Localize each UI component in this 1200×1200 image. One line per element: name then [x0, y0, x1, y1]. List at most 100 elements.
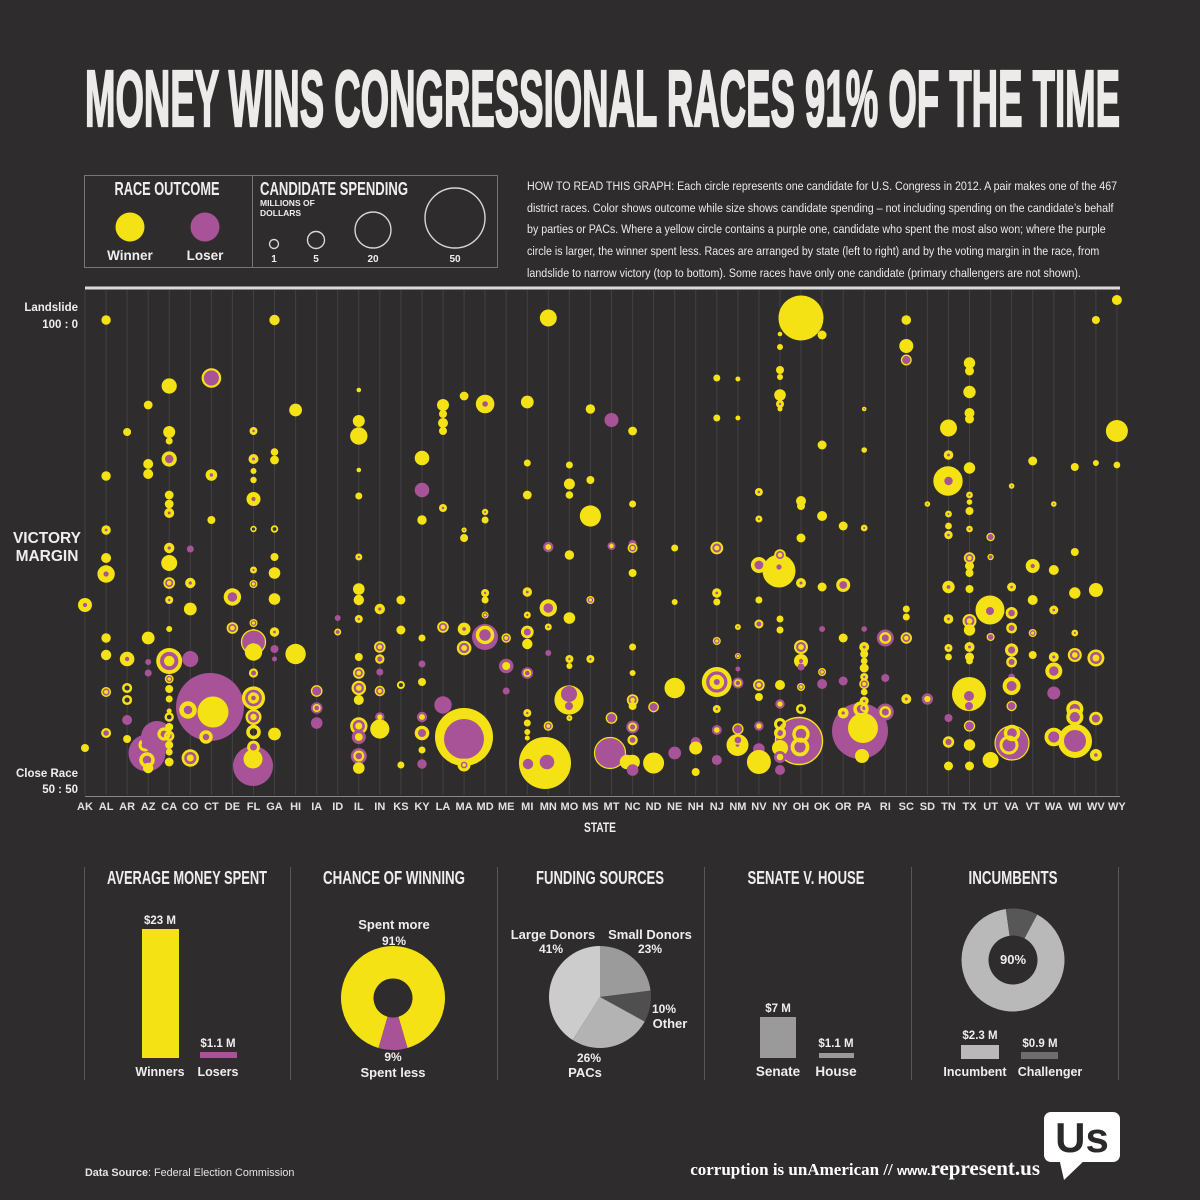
- svg-text:$1.1 M: $1.1 M: [818, 1038, 853, 1050]
- svg-text:NJ: NJ: [710, 801, 724, 813]
- svg-text:SD: SD: [920, 801, 935, 813]
- svg-text:ID: ID: [332, 801, 343, 813]
- svg-text:CHANCE OF WINNING: CHANCE OF WINNING: [323, 868, 465, 888]
- svg-text:Small Donors: Small Donors: [608, 927, 692, 942]
- svg-text:INCUMBENTS: INCUMBENTS: [969, 868, 1058, 888]
- svg-text:26%: 26%: [577, 1051, 601, 1065]
- svg-text:Incumbent: Incumbent: [943, 1065, 1007, 1079]
- svg-text:AR: AR: [119, 801, 135, 813]
- svg-text:WV: WV: [1087, 801, 1105, 813]
- svg-text:Close Race: Close Race: [16, 768, 78, 780]
- svg-text:23%: 23%: [638, 942, 662, 956]
- svg-text:MT: MT: [604, 801, 620, 813]
- svg-text:SENATE V. HOUSE: SENATE V. HOUSE: [748, 868, 865, 888]
- svg-text:SC: SC: [899, 801, 914, 813]
- svg-text:MONEY WINS CONGRESSIONAL RACES: MONEY WINS CONGRESSIONAL RACES 91% OF TH…: [85, 54, 1120, 143]
- svg-text:OK: OK: [814, 801, 831, 813]
- svg-text:RACE OUTCOME: RACE OUTCOME: [115, 179, 220, 199]
- svg-text:$7 M: $7 M: [765, 1003, 791, 1015]
- svg-text:NV: NV: [751, 801, 767, 813]
- svg-text:RI: RI: [880, 801, 891, 813]
- svg-text:90%: 90%: [1000, 952, 1026, 967]
- svg-text:Senate: Senate: [756, 1064, 801, 1079]
- svg-text:KS: KS: [393, 801, 408, 813]
- svg-text:MO: MO: [561, 801, 579, 813]
- svg-text:WI: WI: [1068, 801, 1081, 813]
- svg-text:MA: MA: [456, 801, 473, 813]
- svg-text:CANDIDATE SPENDING: CANDIDATE SPENDING: [260, 179, 408, 199]
- svg-text:MD: MD: [477, 801, 494, 813]
- svg-text:Losers: Losers: [198, 1065, 239, 1079]
- svg-text:$23 M: $23 M: [144, 915, 176, 927]
- svg-text:Spent more: Spent more: [358, 917, 430, 932]
- svg-text:NH: NH: [688, 801, 704, 813]
- svg-text:91%: 91%: [382, 934, 406, 948]
- svg-text:CO: CO: [182, 801, 199, 813]
- svg-text:50 : 50: 50 : 50: [42, 784, 78, 796]
- svg-text:50: 50: [449, 254, 461, 265]
- svg-text:MI: MI: [521, 801, 533, 813]
- svg-text:STATE: STATE: [584, 819, 616, 835]
- svg-text:NM: NM: [729, 801, 746, 813]
- svg-text:5: 5: [313, 254, 319, 265]
- svg-text:20: 20: [367, 254, 379, 265]
- svg-text:GA: GA: [266, 801, 283, 813]
- svg-text:DOLLARS: DOLLARS: [260, 208, 301, 218]
- svg-text:CA: CA: [161, 801, 177, 813]
- svg-text:Data Source: Federal Election: Data Source: Federal Election Commission: [85, 1167, 294, 1179]
- svg-text:Large Donors: Large Donors: [511, 927, 596, 942]
- svg-text:KY: KY: [414, 801, 430, 813]
- svg-text:Loser: Loser: [187, 248, 225, 263]
- svg-text:FL: FL: [247, 801, 261, 813]
- svg-text:Winner: Winner: [107, 248, 153, 263]
- svg-text:PA: PA: [857, 801, 872, 813]
- svg-text:VT: VT: [1026, 801, 1040, 813]
- svg-text:House: House: [815, 1064, 857, 1079]
- svg-text:IL: IL: [354, 801, 364, 813]
- svg-text:OR: OR: [835, 801, 852, 813]
- svg-text:$2.3 M: $2.3 M: [962, 1030, 997, 1042]
- svg-text:Other: Other: [653, 1016, 688, 1031]
- svg-text:AK: AK: [77, 801, 93, 813]
- svg-text:NY: NY: [772, 801, 788, 813]
- svg-text:TX: TX: [962, 801, 977, 813]
- svg-text:NC: NC: [625, 801, 641, 813]
- svg-text:Us: Us: [1055, 1114, 1109, 1161]
- svg-text:MS: MS: [582, 801, 599, 813]
- svg-text:VA: VA: [1004, 801, 1019, 813]
- svg-text:MN: MN: [540, 801, 557, 813]
- svg-text:TN: TN: [941, 801, 956, 813]
- svg-text:HI: HI: [290, 801, 301, 813]
- svg-text:1: 1: [271, 254, 277, 265]
- svg-text:DE: DE: [225, 801, 240, 813]
- svg-text:$1.1 M: $1.1 M: [200, 1038, 235, 1050]
- svg-text:ME: ME: [498, 801, 515, 813]
- svg-text:IA: IA: [311, 801, 322, 813]
- svg-text:Spent less: Spent less: [360, 1065, 425, 1080]
- svg-text:WY: WY: [1108, 801, 1126, 813]
- svg-text:PACs: PACs: [568, 1065, 602, 1080]
- svg-text:CT: CT: [204, 801, 219, 813]
- svg-text:$0.9 M: $0.9 M: [1022, 1038, 1057, 1050]
- svg-text:100 : 0: 100 : 0: [42, 319, 78, 331]
- svg-text:ND: ND: [646, 801, 662, 813]
- svg-text:AL: AL: [99, 801, 114, 813]
- svg-text:AZ: AZ: [141, 801, 156, 813]
- svg-text:MARGIN: MARGIN: [16, 548, 79, 565]
- svg-text:LA: LA: [436, 801, 451, 813]
- svg-text:41%: 41%: [539, 942, 563, 956]
- svg-text:AVERAGE MONEY SPENT: AVERAGE MONEY SPENT: [107, 868, 267, 888]
- svg-text:OH: OH: [793, 801, 810, 813]
- svg-text:UT: UT: [983, 801, 998, 813]
- svg-text:FUNDING SOURCES: FUNDING SOURCES: [536, 868, 664, 888]
- svg-text:Landslide: Landslide: [24, 302, 78, 314]
- svg-text:Challenger: Challenger: [1018, 1065, 1083, 1079]
- svg-text:10%: 10%: [652, 1002, 676, 1016]
- svg-text:9%: 9%: [384, 1050, 402, 1064]
- svg-text:IN: IN: [374, 801, 385, 813]
- svg-text:NE: NE: [667, 801, 682, 813]
- svg-text:VICTORY: VICTORY: [13, 530, 82, 547]
- svg-text:MILLIONS OF: MILLIONS OF: [260, 198, 315, 208]
- svg-text:WA: WA: [1045, 801, 1063, 813]
- svg-text:Winners: Winners: [135, 1065, 184, 1079]
